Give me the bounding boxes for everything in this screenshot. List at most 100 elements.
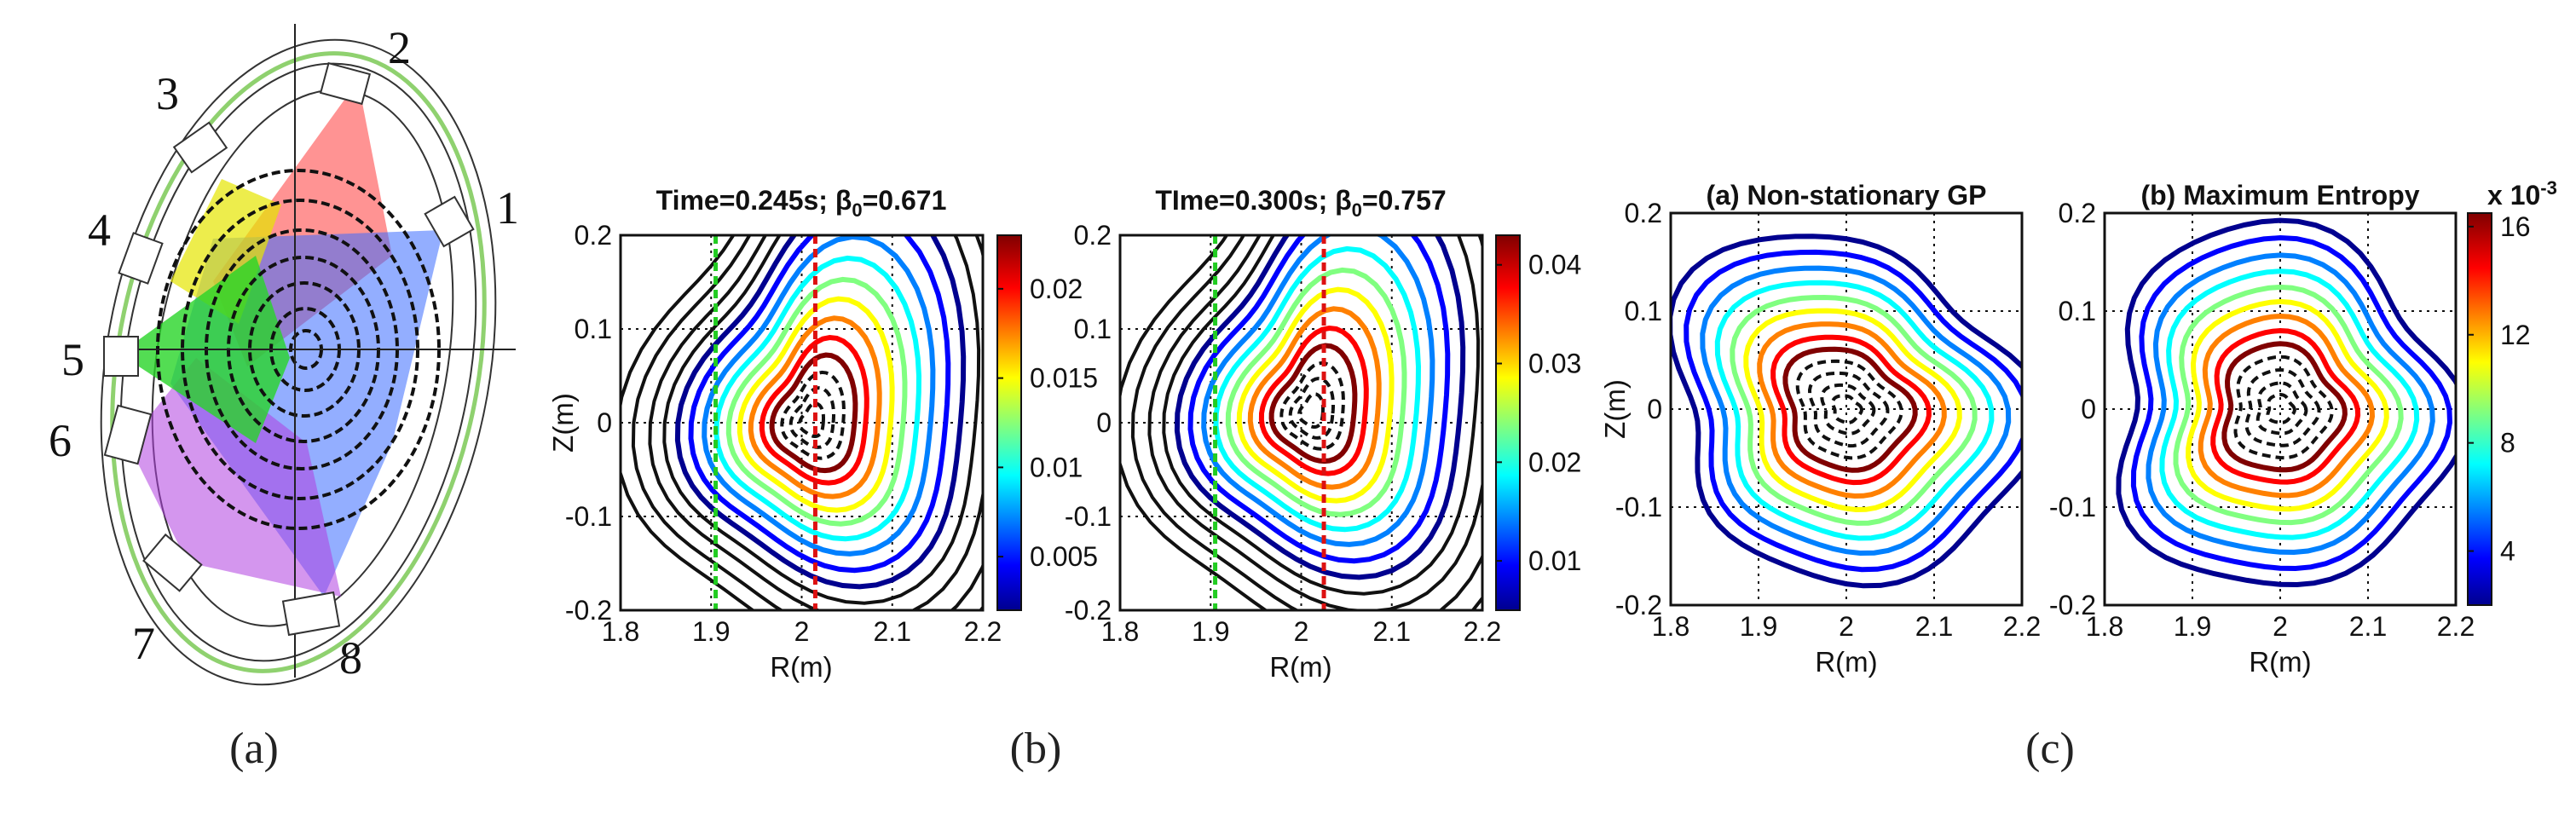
contour-line-inner — [1288, 377, 1335, 440]
x-tick-label: 2 — [1294, 616, 1309, 647]
x-tick-label: 1.8 — [602, 616, 639, 647]
y-tick-label: 0.2 — [2059, 198, 2096, 228]
chart-b2: TIme=0.300s; β0=0.757 1.8 1.9 2 2.1 2.2 0.2 0.… — [1065, 185, 1581, 683]
colorbar-tick-label: 0.01 — [1030, 452, 1083, 482]
chart-c1-grid — [1671, 213, 2022, 605]
chart-c1-title: (a) Non-stationary GP — [1707, 180, 1987, 211]
vessel-inner-wall — [119, 62, 477, 662]
colorbar-tick-label: 0.005 — [1030, 541, 1098, 572]
x-tick-label: 1.8 — [1652, 611, 1689, 642]
contour-line-colored — [1757, 321, 1947, 499]
diagnostic-chords — [119, 81, 443, 597]
y-tick-label: -0.2 — [1615, 590, 1662, 620]
chart-b1-frame — [619, 234, 985, 612]
contour-line-colored — [1187, 235, 1451, 564]
chart-c2: (b) Maximum Entropy 1.8 1.9 2 2.1 2.2 0.2 0.1 0… — [2049, 177, 2557, 678]
contour-line-inner — [1279, 361, 1345, 451]
port-label-4: 4 — [88, 205, 111, 256]
contour-line-inner — [788, 386, 835, 449]
y-tick-label: -0.1 — [2049, 492, 2096, 522]
contour-line-inner — [2244, 367, 2321, 447]
contour-line-colored — [1714, 280, 1995, 541]
x-tick-label: 2 — [794, 616, 810, 647]
colorbar-gradient — [1495, 234, 1521, 611]
chart-b1-ticks: 1.8 1.9 2 2.1 2.2 0.2 0.1 0 -0.1 -0.2 — [565, 220, 1002, 647]
chart-c2-ticks: 1.8 1.9 2 2.1 2.2 0.2 0.1 0 -0.1 -0.2 — [2049, 198, 2475, 642]
chart-c1-ylabel: Z(m) — [1599, 379, 1631, 439]
colorbar-tick-label: 8 — [2500, 428, 2515, 459]
y-tick-label: -0.1 — [1065, 501, 1112, 532]
y-tick-label: -0.2 — [565, 595, 612, 626]
chart-b1-grid — [621, 235, 983, 610]
x-tick-label: 2.1 — [2349, 611, 2387, 642]
chart-c2-colorbar: 16 12 8 4 — [2467, 211, 2531, 606]
contour-line-colored — [713, 255, 922, 542]
chart-b2-frame — [1118, 234, 1484, 612]
chart-b1-title: Time=0.245s; β0=0.671 — [656, 185, 947, 221]
contour-line-colored — [702, 235, 936, 557]
contour-line-colored — [1700, 265, 2012, 557]
contour-line-colored — [1236, 286, 1395, 504]
x-tick-label: 2.1 — [874, 616, 911, 647]
contour-line-colored — [2198, 313, 2376, 499]
colorbar-tick-label: 0.02 — [1030, 274, 1083, 304]
contour-line-inner — [2266, 392, 2296, 424]
y-tick-label: 0.1 — [1074, 314, 1112, 344]
colorbar-exponent: x 10-3 — [2487, 177, 2557, 211]
caption-c: (c) — [2025, 724, 2075, 773]
colorbar-gradient — [2467, 212, 2492, 606]
chart-b1-contours — [621, 235, 983, 610]
chart-b2-title: TIme=0.300s; β0=0.757 — [1155, 185, 1446, 221]
chart-c2-xlabel: R(m) — [2249, 646, 2311, 678]
caption-b: (b) — [1010, 724, 1062, 773]
y-tick-label: 0.2 — [1074, 220, 1112, 251]
chart-c2-contours — [2116, 217, 2456, 588]
port-boxes — [103, 61, 475, 637]
contour-line-colored — [1782, 346, 1918, 473]
contour-line-colored — [2173, 284, 2404, 526]
colorbar-gradient — [996, 234, 1022, 611]
contour-line-colored — [1225, 267, 1407, 517]
contour-line-colored — [1743, 308, 1962, 513]
chart-c1-contours — [1671, 234, 2022, 589]
chart-b2-ticks: 1.8 1.9 2 2.1 2.2 0.2 0.1 0 -0.1 -0.2 — [1065, 220, 1501, 647]
chart-b2-marker-lines — [1213, 235, 1326, 610]
contour-line-colored — [759, 334, 869, 486]
contour-line-colored — [688, 235, 951, 574]
contour-line-inner — [780, 370, 846, 460]
y-tick-label: 0.1 — [1625, 296, 1662, 326]
contour-line-colored — [1684, 249, 2022, 573]
port-label-1: 1 — [496, 182, 519, 234]
contour-line-colored — [2186, 298, 2389, 512]
contour-line-colored — [1730, 294, 1978, 526]
contour-line-colored — [1258, 325, 1369, 476]
contour-line-colored — [2210, 327, 2361, 485]
contour-line-colored — [1770, 334, 1932, 486]
port-label-8: 8 — [339, 632, 362, 684]
port-label-6: 6 — [49, 415, 72, 466]
colorbar-tick-label: 0.04 — [1528, 250, 1581, 280]
contour-line-inner — [1831, 394, 1863, 424]
chord-fan-magenta — [128, 358, 341, 597]
contour-line-colored — [2146, 252, 2435, 556]
contour-line-outer — [648, 235, 983, 610]
y-tick-label: 0 — [597, 407, 612, 438]
contour-line-outer — [1130, 235, 1482, 610]
colorbar-tick-label: 16 — [2500, 211, 2531, 242]
y-tick-label: 0 — [1096, 407, 1112, 438]
contour-line-inner — [2255, 381, 2308, 436]
contour-line-colored — [725, 276, 908, 527]
colorbar-tick-label: 0.02 — [1528, 447, 1581, 477]
x-tick-label: 1.9 — [2174, 611, 2211, 642]
chart-b2-contours — [1120, 235, 1482, 610]
y-tick-label: -0.2 — [2049, 590, 2096, 620]
contour-line-colored — [736, 296, 895, 513]
contour-line-outer — [1162, 235, 1481, 596]
x-tick-label: 2.2 — [2437, 611, 2475, 642]
contour-line-inner — [798, 401, 825, 439]
x-tick-label: 1.9 — [1192, 616, 1229, 647]
contour-line-colored — [1671, 234, 2022, 589]
chart-b1-marker-lines — [713, 235, 817, 610]
y-tick-label: -0.1 — [1615, 492, 1662, 522]
